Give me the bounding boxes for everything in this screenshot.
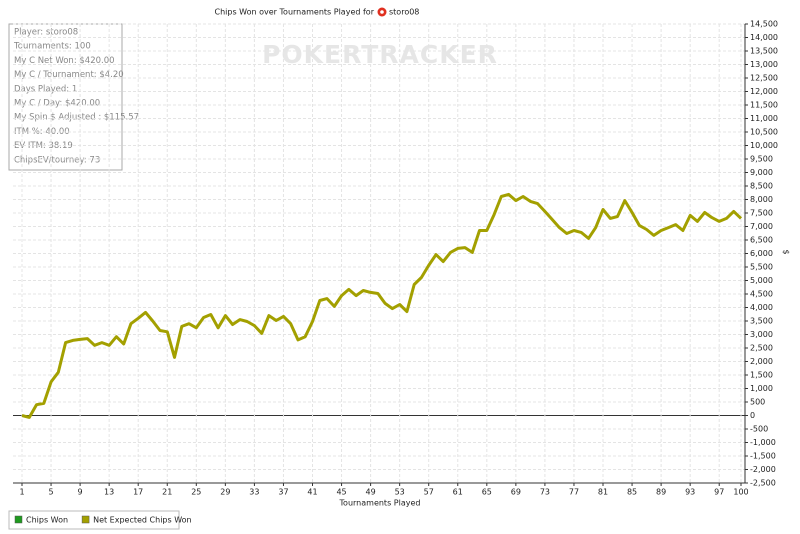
y-tick-label: -1,000 [750,438,776,447]
x-tick-label: 65 [482,488,492,497]
y-tick-label: 6,000 [750,249,773,258]
y-tick-label: 4,000 [750,303,773,312]
y-tick-label: 13,500 [750,47,778,56]
y-tick-label: 11,500 [750,101,778,110]
y-tick-label: -500 [750,425,768,434]
stat-line: My Spin $ Adjusted : $115.57 [14,113,139,123]
y-tick-label: 10,000 [750,141,778,150]
player-name: storo08 [389,8,419,17]
x-tick-label: 77 [569,488,579,497]
x-tick-label: 89 [656,488,666,497]
x-tick-label: 29 [220,488,230,497]
y-tick-label: 4,500 [750,290,773,299]
y-tick-label: 9,000 [750,168,773,177]
y-tick-label: 13,000 [750,60,778,69]
y-tick-label: 10,500 [750,128,778,137]
x-tick-label: 9 [78,488,83,497]
y-tick-label: 1,000 [750,384,773,393]
x-tick-label: 100 [733,488,748,497]
stat-line: Tournaments: 100 [13,42,91,52]
x-tick-label: 45 [336,488,346,497]
legend [8,510,180,530]
player-icon [377,7,387,17]
x-tick-label: 17 [133,488,143,497]
series-line [21,192,743,419]
y-axis-label: $ [782,249,791,254]
y-tick-label: 500 [750,398,765,407]
y-tick-label: 0 [750,411,755,420]
stat-line: My C / Day: $420.00 [14,99,100,109]
stat-line: ChipsEV/tourney: 73 [14,155,100,165]
x-tick-label: 97 [714,488,724,497]
x-tick-label: 41 [307,488,317,497]
stat-line: My C Net Won: $420.00 [14,56,115,66]
stats: Player: storo08 Tournaments: 100 My C Net … [13,28,139,166]
stat-line: Player: storo08 [14,28,78,38]
x-tick-label: 73 [540,488,550,497]
y-tick-label: 2,000 [750,357,773,366]
x-tick-label: 33 [249,488,259,497]
y-tick-label: 9,500 [750,155,773,164]
legend-swatch [14,515,23,524]
x-tick-label: 61 [453,488,463,497]
x-tick-label: 25 [191,488,201,497]
legend-entries: Chips Won Net Expected Chips Won [14,515,192,525]
y-tick-label: 7,500 [750,209,773,218]
x-tick-label: 93 [685,488,695,497]
y-tick-label: 5,500 [750,263,773,272]
y-tick-label: 7,000 [750,222,773,231]
y-tick-label: 3,500 [750,317,773,326]
x-axis-label: Tournaments Played [339,499,421,508]
x-tick-label: 37 [278,488,288,497]
x-tick-label: 13 [104,488,114,497]
y-tick-label: 14,000 [750,33,778,42]
y-tick-label: 14,500 [750,20,778,29]
legend-label: Chips Won [26,516,68,525]
y-tick-label: 12,000 [750,87,778,96]
stat-line: My C / Tournament: $4.20 [14,70,124,80]
x-tick-label: 21 [162,488,172,497]
y-tick-label: -2,500 [750,479,776,488]
x-tick-label: 1 [19,488,24,497]
legend-label: Net Expected Chips Won [93,516,192,525]
legend-swatch [81,515,90,524]
y-tick-label: -1,500 [750,452,776,461]
x-tick-label: 5 [49,488,54,497]
y-tick-label: 3,000 [750,330,773,339]
y-tick-label: 6,500 [750,236,773,245]
y-tick-label: 11,000 [750,114,778,123]
chart-title: Chips Won over Tournaments Played for [215,8,375,17]
x-tick-label: 53 [395,488,405,497]
y-tick-label: 2,500 [750,344,773,353]
x-tick-label: 81 [598,488,608,497]
y-tick-label: 8,500 [750,182,773,191]
stat-line: ITM %: 40.00 [14,127,70,137]
y-tick-label: 8,000 [750,195,773,204]
y-tick-label: 1,500 [750,371,773,380]
y-tick-label: 12,500 [750,74,778,83]
y-tick-label: -2,000 [750,465,776,474]
x-tick-label: 85 [627,488,637,497]
stat-line: EV ITM: 38.19 [14,141,73,151]
stat-line: Days Played: 1 [14,84,77,94]
x-tick-label: 57 [424,488,434,497]
x-tick-label: 49 [366,488,376,497]
y-tick-label: 5,000 [750,276,773,285]
x-tick-label: 69 [511,488,521,497]
